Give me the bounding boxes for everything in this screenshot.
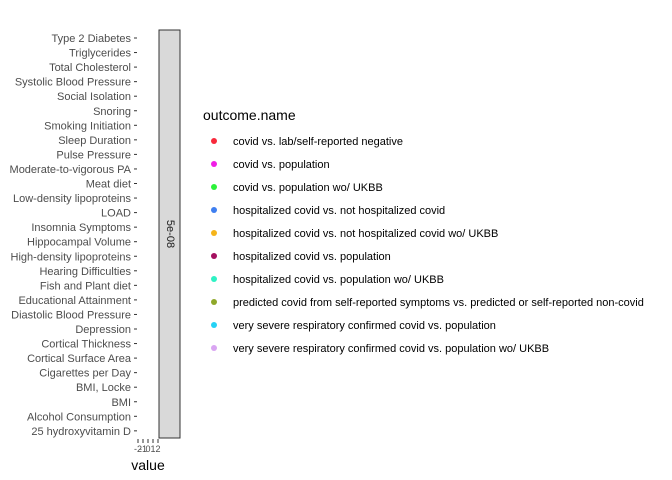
y-tick-label: Total Cholesterol <box>49 62 131 74</box>
y-tick-label: Snoring <box>93 106 131 118</box>
legend-label: hospitalized covid vs. population wo/ UK… <box>233 274 444 286</box>
y-tick-label: Hippocampal Volume <box>27 237 131 249</box>
y-tick-label: Cigarettes per Day <box>39 368 131 380</box>
y-tick-label: Insomnia Symptoms <box>31 222 131 234</box>
x-tick-label: 1 <box>150 444 155 454</box>
legend-key <box>211 138 217 144</box>
legend-key <box>211 207 217 213</box>
legend-key <box>211 299 217 305</box>
y-tick-label: Fish and Plant diet <box>40 280 131 292</box>
legend: covid vs. lab/self-reported negative covi… <box>211 136 644 355</box>
y-tick-label: Pulse Pressure <box>56 149 131 161</box>
legend-label: covid vs. population wo/ UKBB <box>233 182 383 194</box>
legend-key <box>211 345 217 351</box>
y-tick-label: BMI <box>111 397 131 409</box>
y-tick-label: Alcohol Consumption <box>27 411 131 423</box>
legend-title: outcome.name <box>203 107 296 123</box>
legend-label: hospitalized covid vs. not hospitalized … <box>233 205 445 217</box>
y-tick-label: Triglycerides <box>69 48 131 60</box>
y-tick-label: Low-density lipoproteins <box>13 193 132 205</box>
legend-key <box>211 322 217 328</box>
panel-background <box>140 30 159 438</box>
y-tick-label: Type 2 Diabetes <box>52 33 132 45</box>
legend-label: hospitalized covid vs. not hospitalized … <box>233 228 498 240</box>
y-tick-label: Moderate-to-vigorous PA <box>10 164 132 176</box>
y-tick-label: Meat diet <box>86 179 131 191</box>
legend-label: covid vs. lab/self-reported negative <box>233 136 403 148</box>
legend-label: predicted covid from self-reported sympt… <box>233 297 644 309</box>
y-tick-label: Depression <box>75 324 131 336</box>
x-tick-label: 0 <box>145 444 150 454</box>
y-tick-label: Sleep Duration <box>58 135 131 147</box>
facet-strip <box>158 29 181 439</box>
x-tick-label: -2 <box>134 444 142 454</box>
y-tick-label: Cortical Surface Area <box>27 353 132 365</box>
y-tick-label: Social Isolation <box>57 91 131 103</box>
legend-key <box>211 230 217 236</box>
y-tick-label: High-density lipoproteins <box>11 251 132 263</box>
y-tick-label: LOAD <box>101 208 131 220</box>
legend-label: hospitalized covid vs. population <box>233 251 391 263</box>
x-tick-label: -1 <box>139 444 147 454</box>
x-axis-title: value <box>131 457 165 473</box>
legend-label: very severe respiratory confirmed covid … <box>233 343 549 355</box>
legend-key <box>211 161 217 167</box>
y-tick-label: Diastolic Blood Pressure <box>11 309 131 321</box>
facet-strip-label: 5e-08 <box>164 220 176 248</box>
y-tick-label: Cortical Thickness <box>41 339 131 351</box>
y-tick-label: Hearing Difficulties <box>39 266 131 278</box>
x-tick-label: 2 <box>155 444 160 454</box>
y-tick-label: BMI, Locke <box>76 382 131 394</box>
y-tick-label: Educational Attainment <box>18 295 131 307</box>
y-tick-label: 25 hydroxyvitamin D <box>31 426 131 438</box>
y-tick-label: Systolic Blood Pressure <box>15 77 131 89</box>
legend-key <box>211 253 217 259</box>
x-axis: -2-10 1 2 <box>134 439 161 454</box>
y-axis: Type 2 Diabetes Triglycerides Total Choles… <box>10 33 137 438</box>
legend-label: covid vs. population <box>233 159 330 171</box>
legend-key <box>211 276 217 282</box>
legend-key <box>211 184 217 190</box>
y-tick-label: Smoking Initiation <box>44 120 131 132</box>
legend-label: very severe respiratory confirmed covid … <box>233 320 496 332</box>
